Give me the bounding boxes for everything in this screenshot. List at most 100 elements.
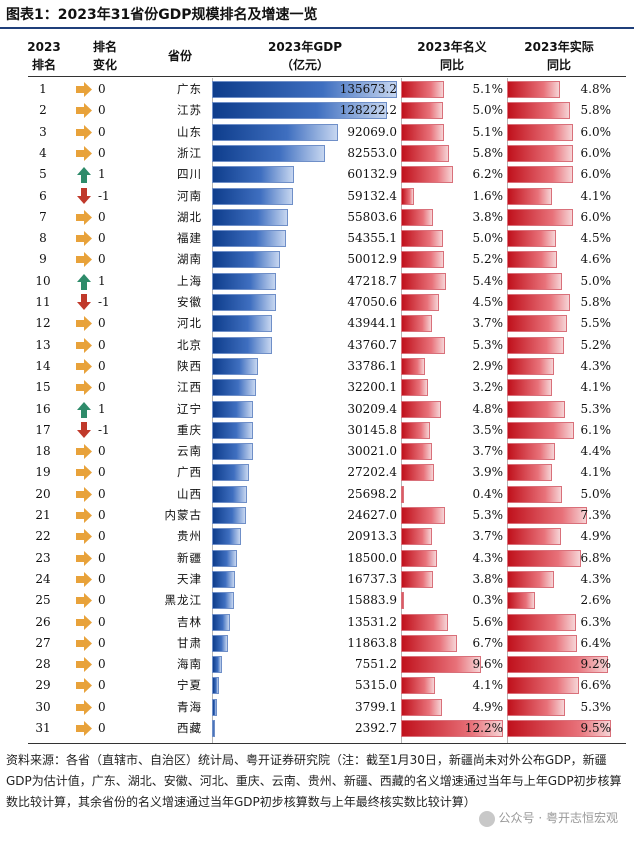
gdp-value-label: 59132.4 [347,188,397,203]
nominal-growth-label: 3.7% [472,444,504,459]
gdp-bar [212,251,281,269]
rank-change-cell: 1 [98,273,106,288]
province-cell: 广东 [177,82,202,96]
table-row: 30 0 青海 3799.1 4.9% 5.3% [0,697,634,718]
nominal-growth-bar [401,294,439,311]
province-cell: 海南 [177,657,202,672]
nominal-growth-label: 5.2% [472,252,504,267]
rank-cell: 20 [35,486,51,501]
gdp-value-label: 18500.0 [347,550,397,565]
gdp-value-label: 20913.3 [347,529,397,544]
rank-cell: 2 [39,103,47,118]
rank-cell: 10 [35,273,51,288]
table-row: 1 0 广东 135673.2 5.1% 4.8% [0,79,634,100]
nominal-growth-bar [401,102,443,120]
arrow-right-icon [74,207,94,228]
real-growth-label: 6.0% [580,167,612,182]
rank-cell: 23 [35,550,51,565]
rank-change-cell: 0 [98,465,106,480]
province-cell: 河南 [177,188,202,203]
rank-cell: 29 [35,678,51,693]
nominal-growth-bar [401,272,447,290]
arrow-down-icon [74,186,94,207]
real-growth-label: 9.2% [580,657,612,672]
province-cell: 安徽 [177,295,202,309]
real-growth-label: 2.6% [580,593,612,608]
rank-cell: 9 [39,252,47,267]
table-row: 15 0 江西 32200.1 3.2% 4.1% [0,377,634,398]
rank-cell: 22 [35,529,51,544]
table-row: 10 1 上海 47218.7 5.4% 5.0% [0,271,634,292]
rank-change-cell: 0 [98,124,106,139]
gdp-value-label: 128222.2 [339,103,397,118]
province-cell: 河北 [177,316,202,331]
real-growth-label: 4.3% [580,358,612,373]
gdp-value-label: 55803.6 [347,209,397,224]
arrow-down-icon [74,420,94,441]
rank-change-cell: 0 [98,657,106,672]
real-growth-bar [507,507,587,524]
header-nominal-line2: 同比 [439,58,464,72]
table-row: 8 0 福建 54355.1 5.0% 4.5% [0,228,634,249]
table-row: 7 0 湖北 55803.6 3.8% 6.0% [0,207,634,228]
real-growth-label: 5.8% [580,103,612,118]
nominal-growth-label: 3.9% [472,465,504,480]
rank-cell: 12 [35,316,51,331]
real-growth-bar [507,315,568,333]
real-growth-bar [507,570,555,588]
header-gdp-line2: （亿元） [280,58,329,72]
nominal-growth-label: 5.0% [472,231,504,246]
rank-cell: 24 [35,571,51,586]
province-cell: 广西 [177,465,202,480]
gdp-value-label: 33786.1 [347,358,397,373]
gdp-value-label: 50012.9 [347,252,397,267]
rank-cell: 28 [35,657,51,672]
real-growth-bar [507,336,564,354]
arrow-right-icon [74,505,94,526]
rank-cell: 14 [35,358,51,373]
real-growth-bar [507,720,611,737]
province-cell: 甘肃 [177,635,202,650]
real-growth-label: 4.1% [580,465,612,480]
gdp-bar [212,656,223,674]
header-real: 2023年实际 同比 [507,38,611,74]
rank-change-cell: 0 [98,486,106,501]
nominal-growth-label: 4.8% [472,401,504,416]
nominal-growth-bar [401,315,432,333]
real-growth-bar [507,81,560,98]
nominal-growth-bar [401,357,426,375]
rank-change-cell: 0 [98,550,106,565]
rank-change-cell: 0 [98,103,106,118]
rank-change-cell: 0 [98,444,106,459]
gdp-bar [212,485,248,503]
arrow-right-icon [74,590,94,611]
gdp-value-label: 60132.9 [347,167,397,182]
gdp-bar [212,294,277,311]
real-growth-label: 4.9% [580,529,612,544]
header-rule [28,76,626,77]
arrow-right-icon [74,569,94,590]
rank-cell: 21 [35,508,51,522]
gdp-bar [212,144,325,162]
gdp-bar [212,272,277,290]
gdp-bar [212,443,253,461]
header-rank-line1: 2023 [27,40,61,54]
real-growth-label: 6.4% [580,635,612,650]
rank-cell: 18 [35,444,51,459]
real-growth-label: 7.3% [580,508,612,522]
gdp-value-label: 82553.0 [347,145,397,160]
gdp-value-label: 7551.2 [355,657,397,672]
arrow-right-icon [74,548,94,569]
rank-cell: 31 [35,721,51,735]
gdp-value-label: 43944.1 [347,316,397,331]
watermark-text: 公众号 · 粤开志恒宏观 [498,811,618,825]
nominal-growth-label: 0.3% [472,593,504,608]
arrow-right-icon [74,356,94,377]
rank-cell: 19 [35,465,51,480]
province-cell: 黑龙江 [164,593,202,608]
nominal-growth-bar [401,464,434,482]
province-cell: 山东 [177,124,202,139]
header-nominal: 2023年名义 同比 [401,38,503,74]
real-growth-bar [507,592,536,610]
nominal-growth-bar [401,187,415,205]
